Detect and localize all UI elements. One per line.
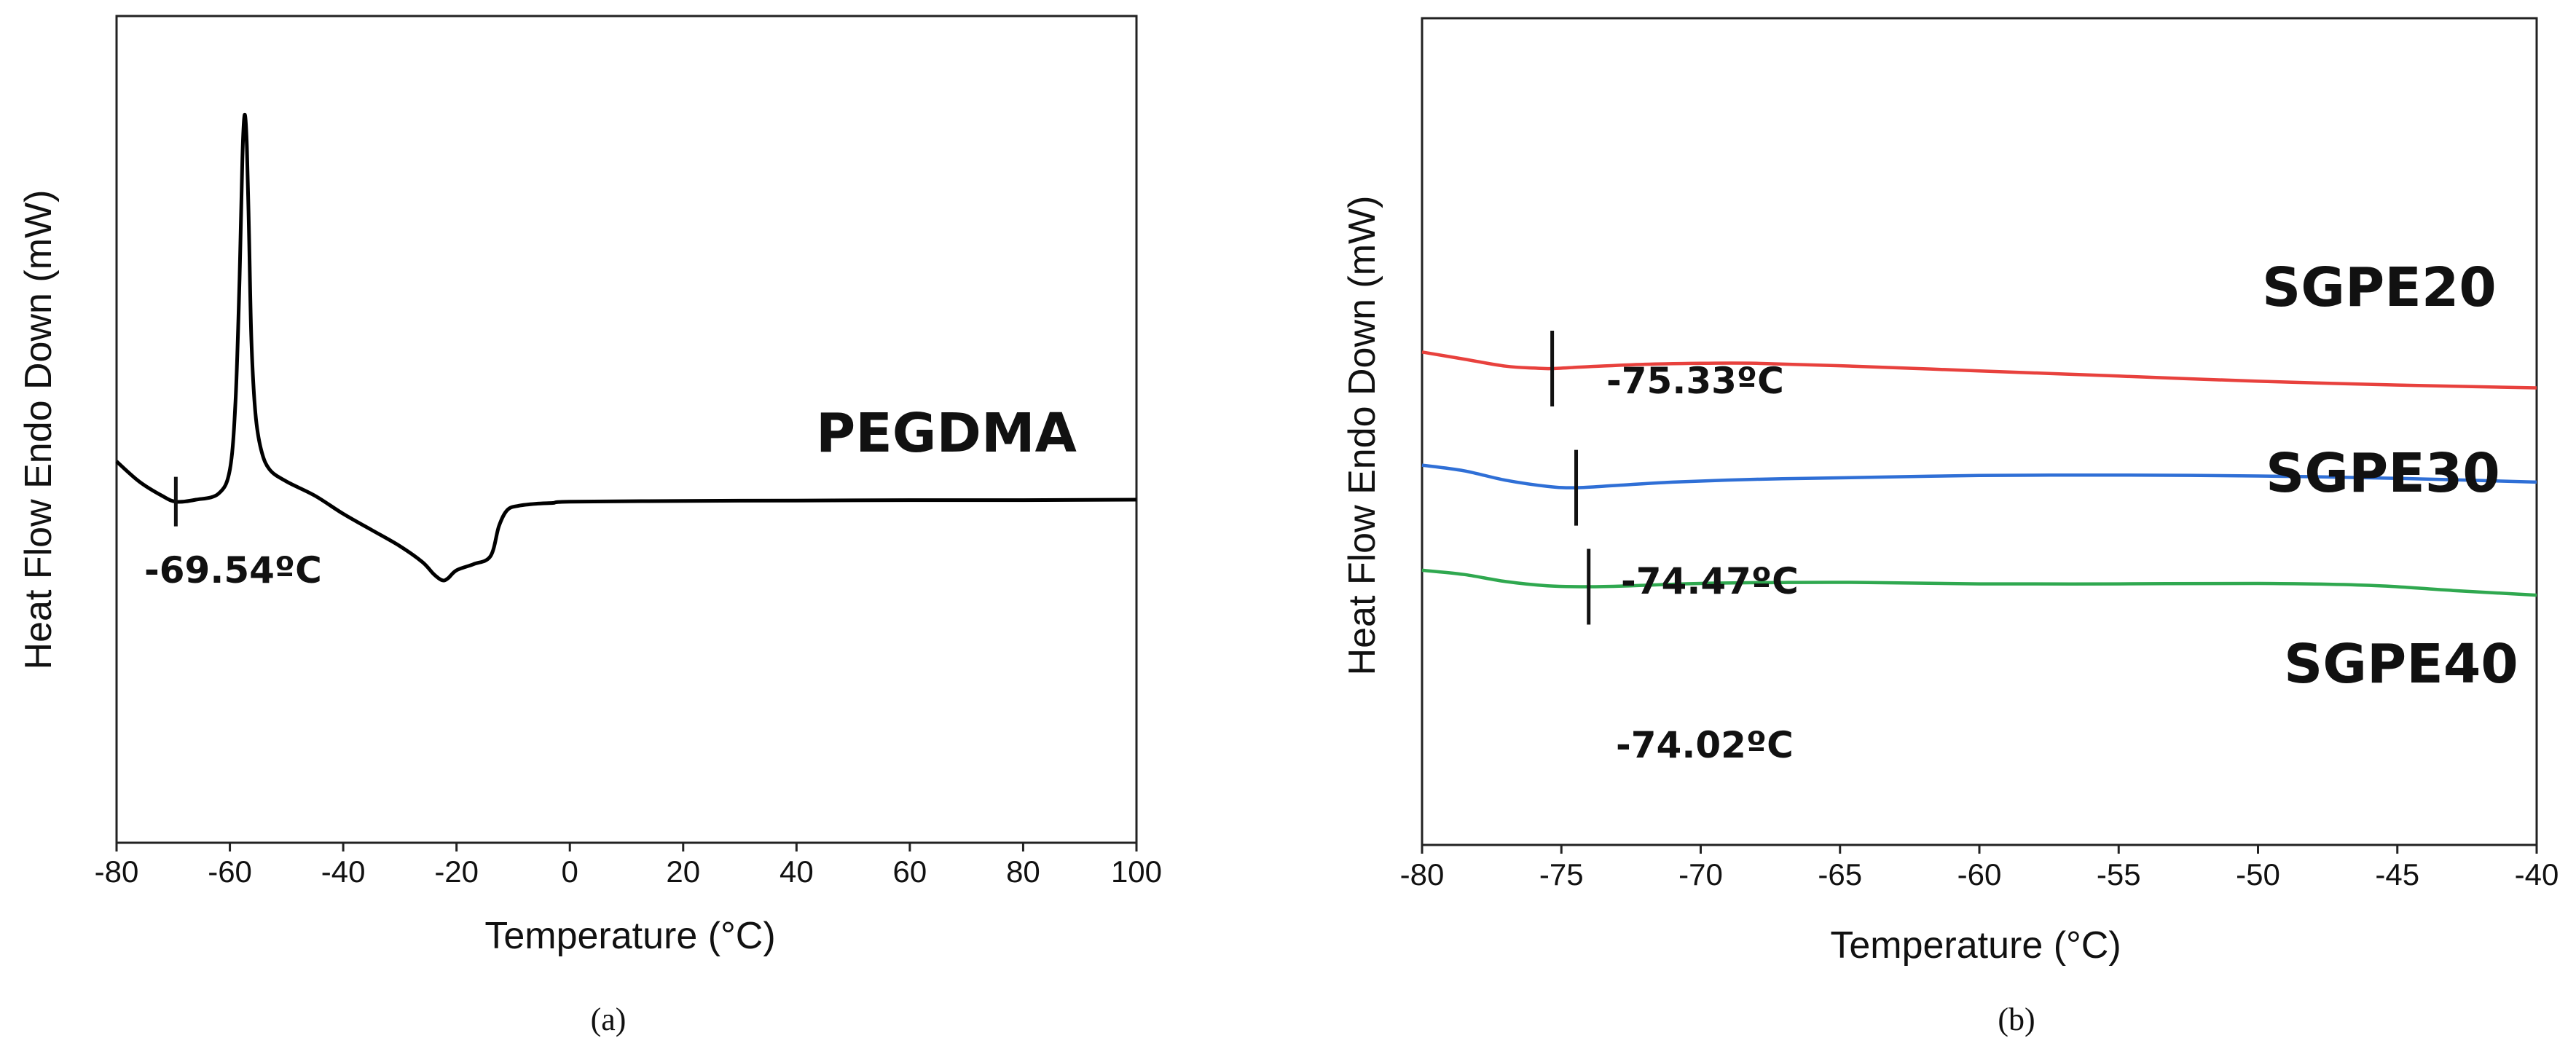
chart-panel-a: -80 -60 -40 -20 0 20 40 60 80 100 Heat Flow Endo … [17,15,1162,1037]
y-axis-title-b: Heat Flow Endo Down (mW) [1341,196,1383,676]
x-tick-label: -50 [2236,857,2280,892]
x-tick-label: 20 [666,854,700,889]
x-axis-title-a: Temperature (°C) [484,915,775,957]
tg-label-pegdma: -69.54ºC [144,549,322,591]
x-tick-label: -20 [434,854,479,889]
series-line-sgpe30 [1421,463,2537,489]
x-tick-label: -55 [2097,857,2141,892]
x-axis-title-b: Temperature (°C) [1830,924,2121,967]
x-tick-label: 40 [780,854,814,889]
x-tick-label: 80 [1006,854,1040,889]
x-tick-label: -45 [2375,857,2419,892]
y-axis-title-a: Heat Flow Endo Down (mW) [17,190,60,670]
x-tick-label: -40 [2515,857,2559,892]
tg-label-sgpe30: -74.47ºC [1621,560,1799,602]
series-line-pegdma [115,113,1137,583]
caption-b: (b) [1998,1002,2035,1037]
series-line-sgpe20 [1421,350,2537,390]
x-tick-label: -40 [321,854,366,889]
x-tick-label: 100 [1111,854,1162,889]
tg-label-sgpe40: -74.02ºC [1616,724,1794,766]
x-tick-label: -80 [1400,857,1445,892]
series-line-sgpe40 [1421,568,2537,597]
x-tick-label: -60 [1957,857,2002,892]
x-tick-label: -60 [208,854,252,889]
chart-panel-b: -80 -75 -70 -65 -60 -55 -50 -45 -40 Heat Flow En… [1341,17,2559,1037]
x-tick-label: -65 [1818,857,1862,892]
x-tick-label: -70 [1678,857,1723,892]
series-label-sgpe20: SGPE20 [2262,256,2497,319]
series-label-pegdma: PEGDMA [816,402,1077,465]
x-ticks-b: -80 -75 -70 -65 -60 -55 -50 -45 -40 [1400,845,2559,892]
x-tick-label: 0 [562,854,578,889]
x-tick-label: -80 [95,854,139,889]
x-ticks-a: -80 -60 -40 -20 0 20 40 60 80 100 [95,843,1162,889]
x-tick-label: -75 [1539,857,1584,892]
plot-frame-b [1421,17,2538,846]
series-label-sgpe40: SGPE40 [2284,633,2518,696]
plot-frame-a [115,15,1138,844]
x-tick-label: 60 [893,854,927,889]
series-label-sgpe30: SGPE30 [2266,442,2500,505]
tg-label-sgpe20: -75.33ºC [1606,360,1784,402]
caption-a: (a) [591,1002,627,1037]
